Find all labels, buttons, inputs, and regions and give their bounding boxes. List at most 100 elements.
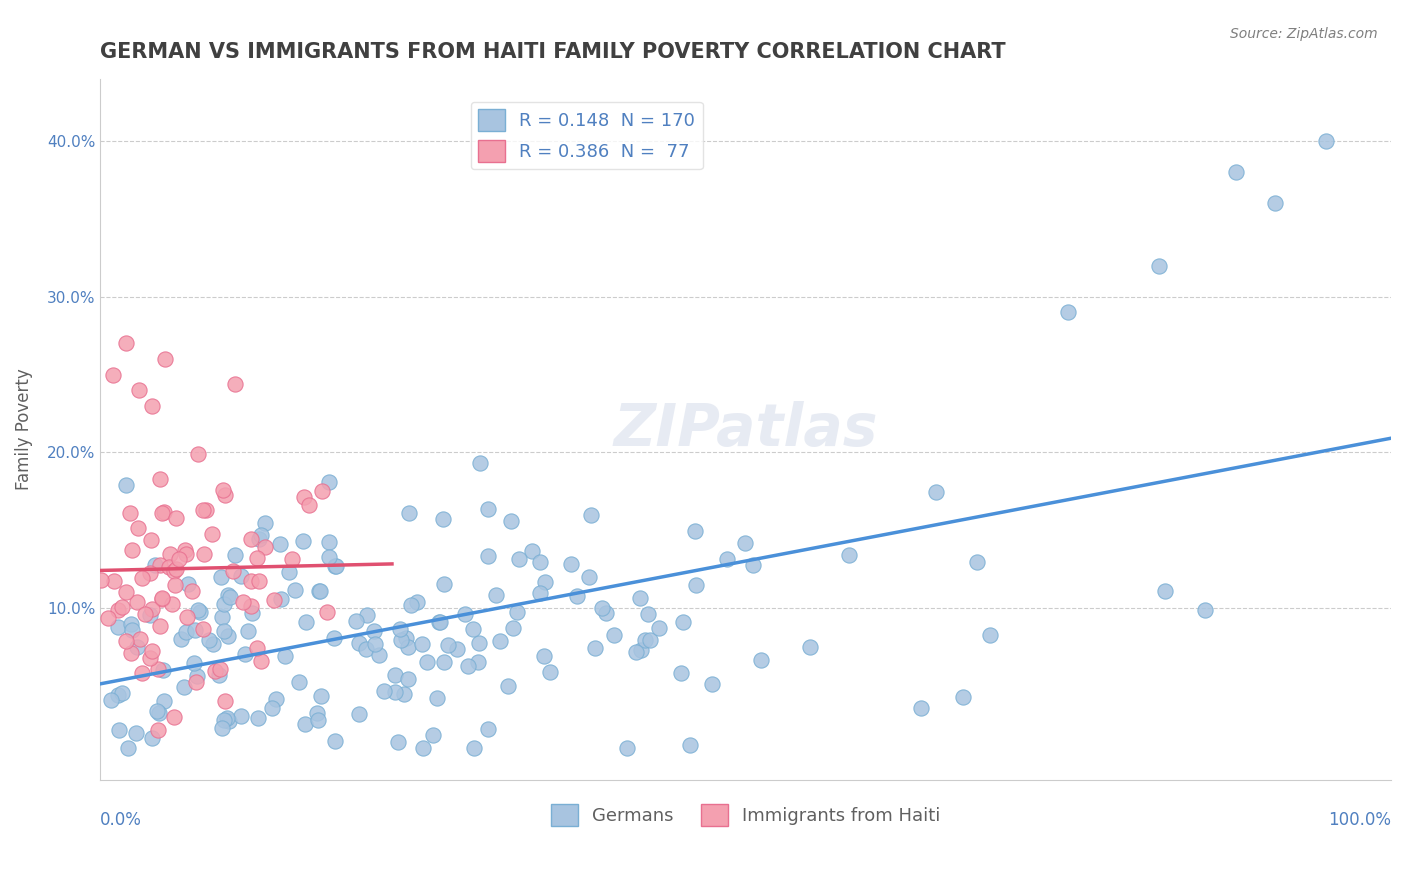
Point [325, 559, 347, 574]
Point [229, 569, 252, 583]
Point [134, 607, 156, 621]
Point [263, 592, 285, 607]
Point [125, 726, 148, 740]
Point [163, 565, 186, 579]
Point [128, 632, 150, 647]
Point [269, 537, 291, 551]
Point [387, 735, 409, 749]
Point [174, 547, 197, 561]
Point [309, 690, 332, 704]
Y-axis label: Family Poverty: Family Poverty [15, 368, 32, 490]
Point [700, 677, 723, 691]
Point [457, 659, 479, 673]
Point [396, 640, 419, 655]
Point [422, 728, 444, 742]
Point [616, 741, 638, 756]
Point [463, 622, 485, 636]
Point [925, 485, 948, 500]
Point [143, 558, 166, 572]
Point [585, 640, 607, 655]
Point [278, 565, 301, 579]
Point [214, 713, 236, 727]
Point [322, 631, 344, 645]
Point [198, 633, 221, 648]
Point [193, 503, 215, 517]
Point [246, 640, 269, 655]
Point [139, 533, 162, 548]
Point [246, 711, 269, 725]
Point [396, 672, 419, 686]
Point [165, 510, 187, 524]
Point [498, 679, 520, 693]
Point [159, 560, 181, 574]
Point [685, 578, 707, 592]
Point [347, 706, 370, 721]
Point [274, 649, 297, 664]
Point [347, 636, 370, 650]
Point [115, 336, 138, 351]
Point [202, 637, 225, 651]
Point [280, 551, 302, 566]
Point [242, 606, 264, 620]
Point [260, 701, 283, 715]
Point [163, 578, 186, 592]
Point [222, 564, 245, 578]
Point [591, 601, 613, 615]
Point [979, 628, 1001, 642]
Point [1147, 259, 1170, 273]
Point [318, 475, 340, 490]
Point [201, 527, 224, 541]
Point [120, 646, 142, 660]
Point [468, 456, 491, 470]
Point [367, 648, 389, 663]
Point [1264, 196, 1286, 211]
Point [114, 585, 136, 599]
Point [150, 592, 173, 607]
Point [477, 723, 499, 737]
Point [529, 586, 551, 600]
Point [117, 741, 139, 756]
Point [538, 665, 561, 679]
Point [292, 533, 315, 548]
Point [966, 555, 988, 569]
Point [125, 640, 148, 654]
Point [250, 527, 273, 541]
Point [146, 662, 169, 676]
Point [354, 642, 377, 657]
Point [309, 584, 332, 599]
Point [533, 575, 555, 590]
Point [637, 607, 659, 621]
Point [1225, 165, 1247, 179]
Point [146, 723, 169, 737]
Point [120, 507, 142, 521]
Point [250, 655, 273, 669]
Point [174, 543, 197, 558]
Point [150, 507, 173, 521]
Point [153, 351, 176, 366]
Point [176, 609, 198, 624]
Point [506, 605, 529, 619]
Point [212, 597, 235, 611]
Point [679, 738, 702, 752]
Point [373, 684, 395, 698]
Point [316, 605, 339, 619]
Point [247, 533, 270, 547]
Point [578, 570, 600, 584]
Point [533, 648, 555, 663]
Point [183, 624, 205, 638]
Point [1057, 305, 1080, 319]
Point [107, 602, 129, 616]
Point [437, 638, 460, 652]
Point [127, 595, 149, 609]
Legend: Germans, Immigrants from Haiti: Germans, Immigrants from Haiti [543, 797, 948, 834]
Point [416, 655, 439, 669]
Point [254, 541, 277, 555]
Point [107, 688, 129, 702]
Point [522, 544, 544, 558]
Point [121, 623, 143, 637]
Point [110, 686, 132, 700]
Point [217, 629, 239, 643]
Point [159, 547, 181, 561]
Point [193, 547, 215, 561]
Point [141, 602, 163, 616]
